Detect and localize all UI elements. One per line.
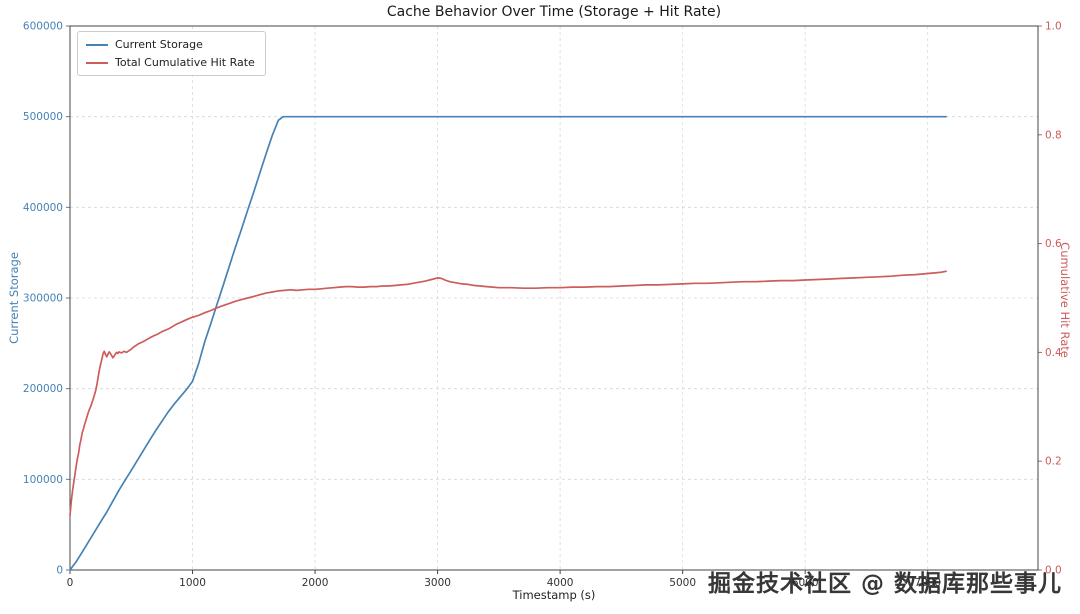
x-tick-label: 3000 (424, 577, 451, 589)
y-axis-label-left: Current Storage (7, 252, 21, 344)
plot-border (69, 25, 1039, 571)
legend: Current Storage Total Cumulative Hit Rat… (77, 31, 266, 76)
y-left-tick-label: 500000 (23, 111, 63, 123)
series-line-current-storage (69, 115, 947, 571)
x-tick-label: 7000 (914, 577, 941, 589)
y-right-tick-label: 0.0 (1045, 565, 1062, 577)
legend-label-current-storage: Current Storage (115, 38, 203, 51)
y-left-tick-label: 600000 (23, 21, 63, 33)
grid-lines (69, 25, 1038, 571)
legend-line-current-storage-icon (86, 43, 108, 46)
y-left-tick-label: 200000 (23, 383, 63, 395)
y-axis-left: 0 100000 200000 300000 400000 500000 600000 (23, 21, 70, 577)
series-line-total-cumulative-hit-rate (69, 270, 947, 517)
x-tick-label: 5000 (669, 577, 696, 589)
y-right-tick-label: 0.6 (1045, 238, 1062, 250)
y-left-tick-label: 100000 (23, 474, 63, 486)
y-axis-label-right: Cumulative Hit Rate (1058, 242, 1072, 358)
legend-label-hit-rate: Total Cumulative Hit Rate (115, 56, 255, 69)
x-tick-label: 6000 (792, 577, 819, 589)
y-right-tick-label: 0.4 (1045, 347, 1062, 359)
y-right-tick-label: 1.0 (1045, 21, 1062, 33)
y-left-tick-label: 300000 (23, 293, 63, 305)
legend-item-hit-rate: Total Cumulative Hit Rate (86, 56, 255, 69)
legend-line-hit-rate-icon (86, 61, 108, 64)
y-axis-right: 0.0 0.2 0.4 0.6 0.8 1.0 (1038, 21, 1062, 577)
x-axis: 0 1000 2000 3000 4000 5000 6000 7000 (67, 570, 941, 589)
chart-title: Cache Behavior Over Time (Storage + Hit … (386, 4, 722, 20)
watermark-text: 掘金技术社区 @ 数据库那些事儿 (707, 571, 1062, 597)
y-right-tick-label: 0.8 (1045, 129, 1062, 141)
x-axis-label: Timestamp (s) (512, 588, 596, 602)
y-right-tick-label: 0.2 (1045, 456, 1062, 468)
x-tick-label: 2000 (302, 577, 329, 589)
legend-item-current-storage: Current Storage (86, 38, 255, 51)
x-tick-label: 1000 (179, 577, 206, 589)
x-tick-label: 0 (67, 577, 74, 589)
y-left-tick-label: 0 (56, 565, 63, 577)
x-tick-label: 4000 (547, 577, 574, 589)
y-left-tick-label: 400000 (23, 202, 63, 214)
